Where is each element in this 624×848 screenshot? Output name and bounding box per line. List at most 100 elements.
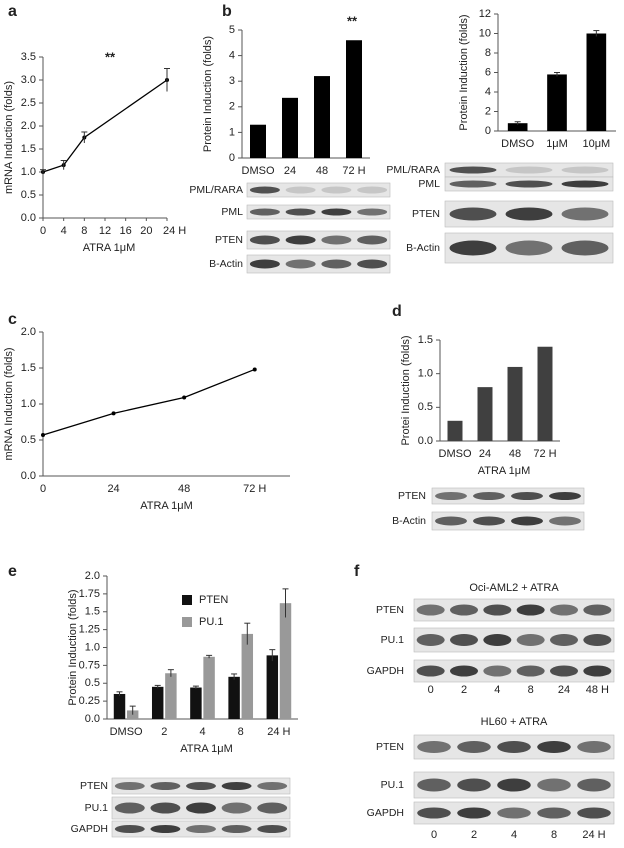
blot-strip: [431, 487, 585, 505]
bar: [477, 387, 493, 441]
blot-band: [473, 516, 505, 526]
bar: [537, 346, 553, 441]
blot-band: [357, 235, 388, 245]
legend-swatch: [182, 617, 192, 627]
blot-band: [577, 778, 611, 792]
annotation: **: [105, 49, 116, 64]
bar: [266, 655, 279, 719]
bar: [282, 97, 298, 158]
y-tick-label: 8: [485, 47, 491, 59]
blot-band: [150, 825, 181, 833]
blot-label: PML: [221, 206, 243, 218]
blot-band: [561, 207, 609, 221]
blot-band: [583, 634, 612, 646]
lane-label: 24: [558, 684, 570, 696]
blot-band: [417, 778, 451, 792]
bar: [203, 656, 215, 719]
blot-label: PML/RARA: [386, 164, 440, 176]
blot-band: [483, 634, 512, 646]
blot-band: [186, 825, 216, 833]
blot-band: [257, 782, 288, 790]
y-tick-label: 0.5: [21, 189, 36, 201]
x-axis-label: ATRA 1μM: [83, 242, 136, 254]
blot-band: [483, 665, 512, 677]
legend-swatch: [182, 595, 192, 605]
blot-band: [150, 782, 181, 790]
y-tick-label: 5: [229, 24, 235, 36]
bar: [279, 603, 292, 719]
blot-band: [583, 665, 612, 677]
blot-label: PTEN: [398, 490, 426, 502]
x-tick-label: 48: [178, 483, 190, 495]
blot-band: [473, 492, 505, 500]
bar: [151, 686, 164, 719]
blot-label: PTEN: [80, 780, 108, 792]
x-tick-label: DMSO: [242, 165, 275, 177]
x-tick-label: DMSO: [501, 138, 534, 150]
lane-label: 8: [551, 829, 557, 841]
x-tick-label: 12: [99, 225, 111, 237]
blot-label: B-Actin: [406, 242, 440, 254]
y-tick-label: 1.5: [85, 606, 100, 618]
x-axis-label: ATRA 1μM: [140, 500, 193, 512]
lane-label: 0: [431, 829, 437, 841]
blot-band: [357, 208, 388, 216]
blot-band: [114, 825, 145, 833]
x-tick-label: 72 H: [342, 165, 365, 177]
x-tick-label: 4: [61, 225, 67, 237]
x-tick-label: 10μM: [582, 138, 610, 150]
y-axis-label: Protein Induction (folds): [67, 589, 79, 705]
y-axis-label: Protein Induction (folds): [202, 36, 214, 152]
blot-band: [249, 259, 280, 269]
x-tick-label: 24: [479, 448, 491, 460]
blot-band: [186, 782, 216, 790]
blot-band: [449, 207, 497, 221]
line: [42, 368, 255, 436]
blot-band: [221, 782, 252, 790]
lane-label: 2: [471, 829, 477, 841]
blot-band: [550, 634, 578, 646]
x-tick-label: 20: [140, 225, 152, 237]
bar: [228, 676, 240, 719]
lane-label: 2: [461, 684, 467, 696]
y-axis-label: Protein Induction (folds): [458, 14, 470, 130]
blot-band: [537, 807, 571, 819]
x-tick-label: 4: [199, 726, 205, 738]
x-axis-label: ATRA 1μM: [478, 465, 531, 477]
y-tick-label: 2: [485, 105, 491, 117]
y-tick-label: 1.0: [85, 641, 100, 653]
blot-band: [516, 604, 545, 616]
blot-label: PTEN: [215, 234, 243, 246]
y-tick-label: 0.0: [85, 713, 100, 725]
blot-band: [321, 186, 352, 194]
panel-letter: c: [8, 311, 17, 328]
y-tick-label: 2.5: [21, 97, 36, 109]
x-tick-label: DMSO: [110, 726, 143, 738]
y-tick-label: 1.5: [21, 362, 36, 374]
blot-band: [449, 166, 497, 174]
blot-label: PML/RARA: [189, 184, 243, 196]
legend-label: PTEN: [199, 594, 228, 606]
blot-band: [450, 665, 478, 677]
lane-label: 0: [428, 684, 434, 696]
blot-band: [583, 604, 612, 616]
y-tick-label: 0: [229, 152, 235, 164]
blot-band: [285, 186, 316, 194]
y-tick-label: 2.0: [85, 570, 100, 582]
blot-strip: [246, 204, 391, 220]
y-tick-label: 1.25: [79, 624, 100, 636]
blot-band: [221, 802, 252, 814]
y-tick-label: 1.75: [79, 588, 100, 600]
panel-letter: d: [392, 303, 402, 320]
blot-label: PML: [418, 178, 440, 190]
y-axis-label: mRNA Induction (folds): [3, 81, 15, 194]
x-tick-label: 72 H: [243, 483, 266, 495]
blot-band: [550, 604, 578, 616]
y-tick-label: 4: [485, 86, 491, 98]
blot-band: [505, 180, 553, 188]
y-tick-label: 12: [479, 8, 491, 20]
y-tick-label: 0.75: [79, 659, 100, 671]
bar: [547, 74, 567, 131]
blot-band: [561, 180, 609, 188]
